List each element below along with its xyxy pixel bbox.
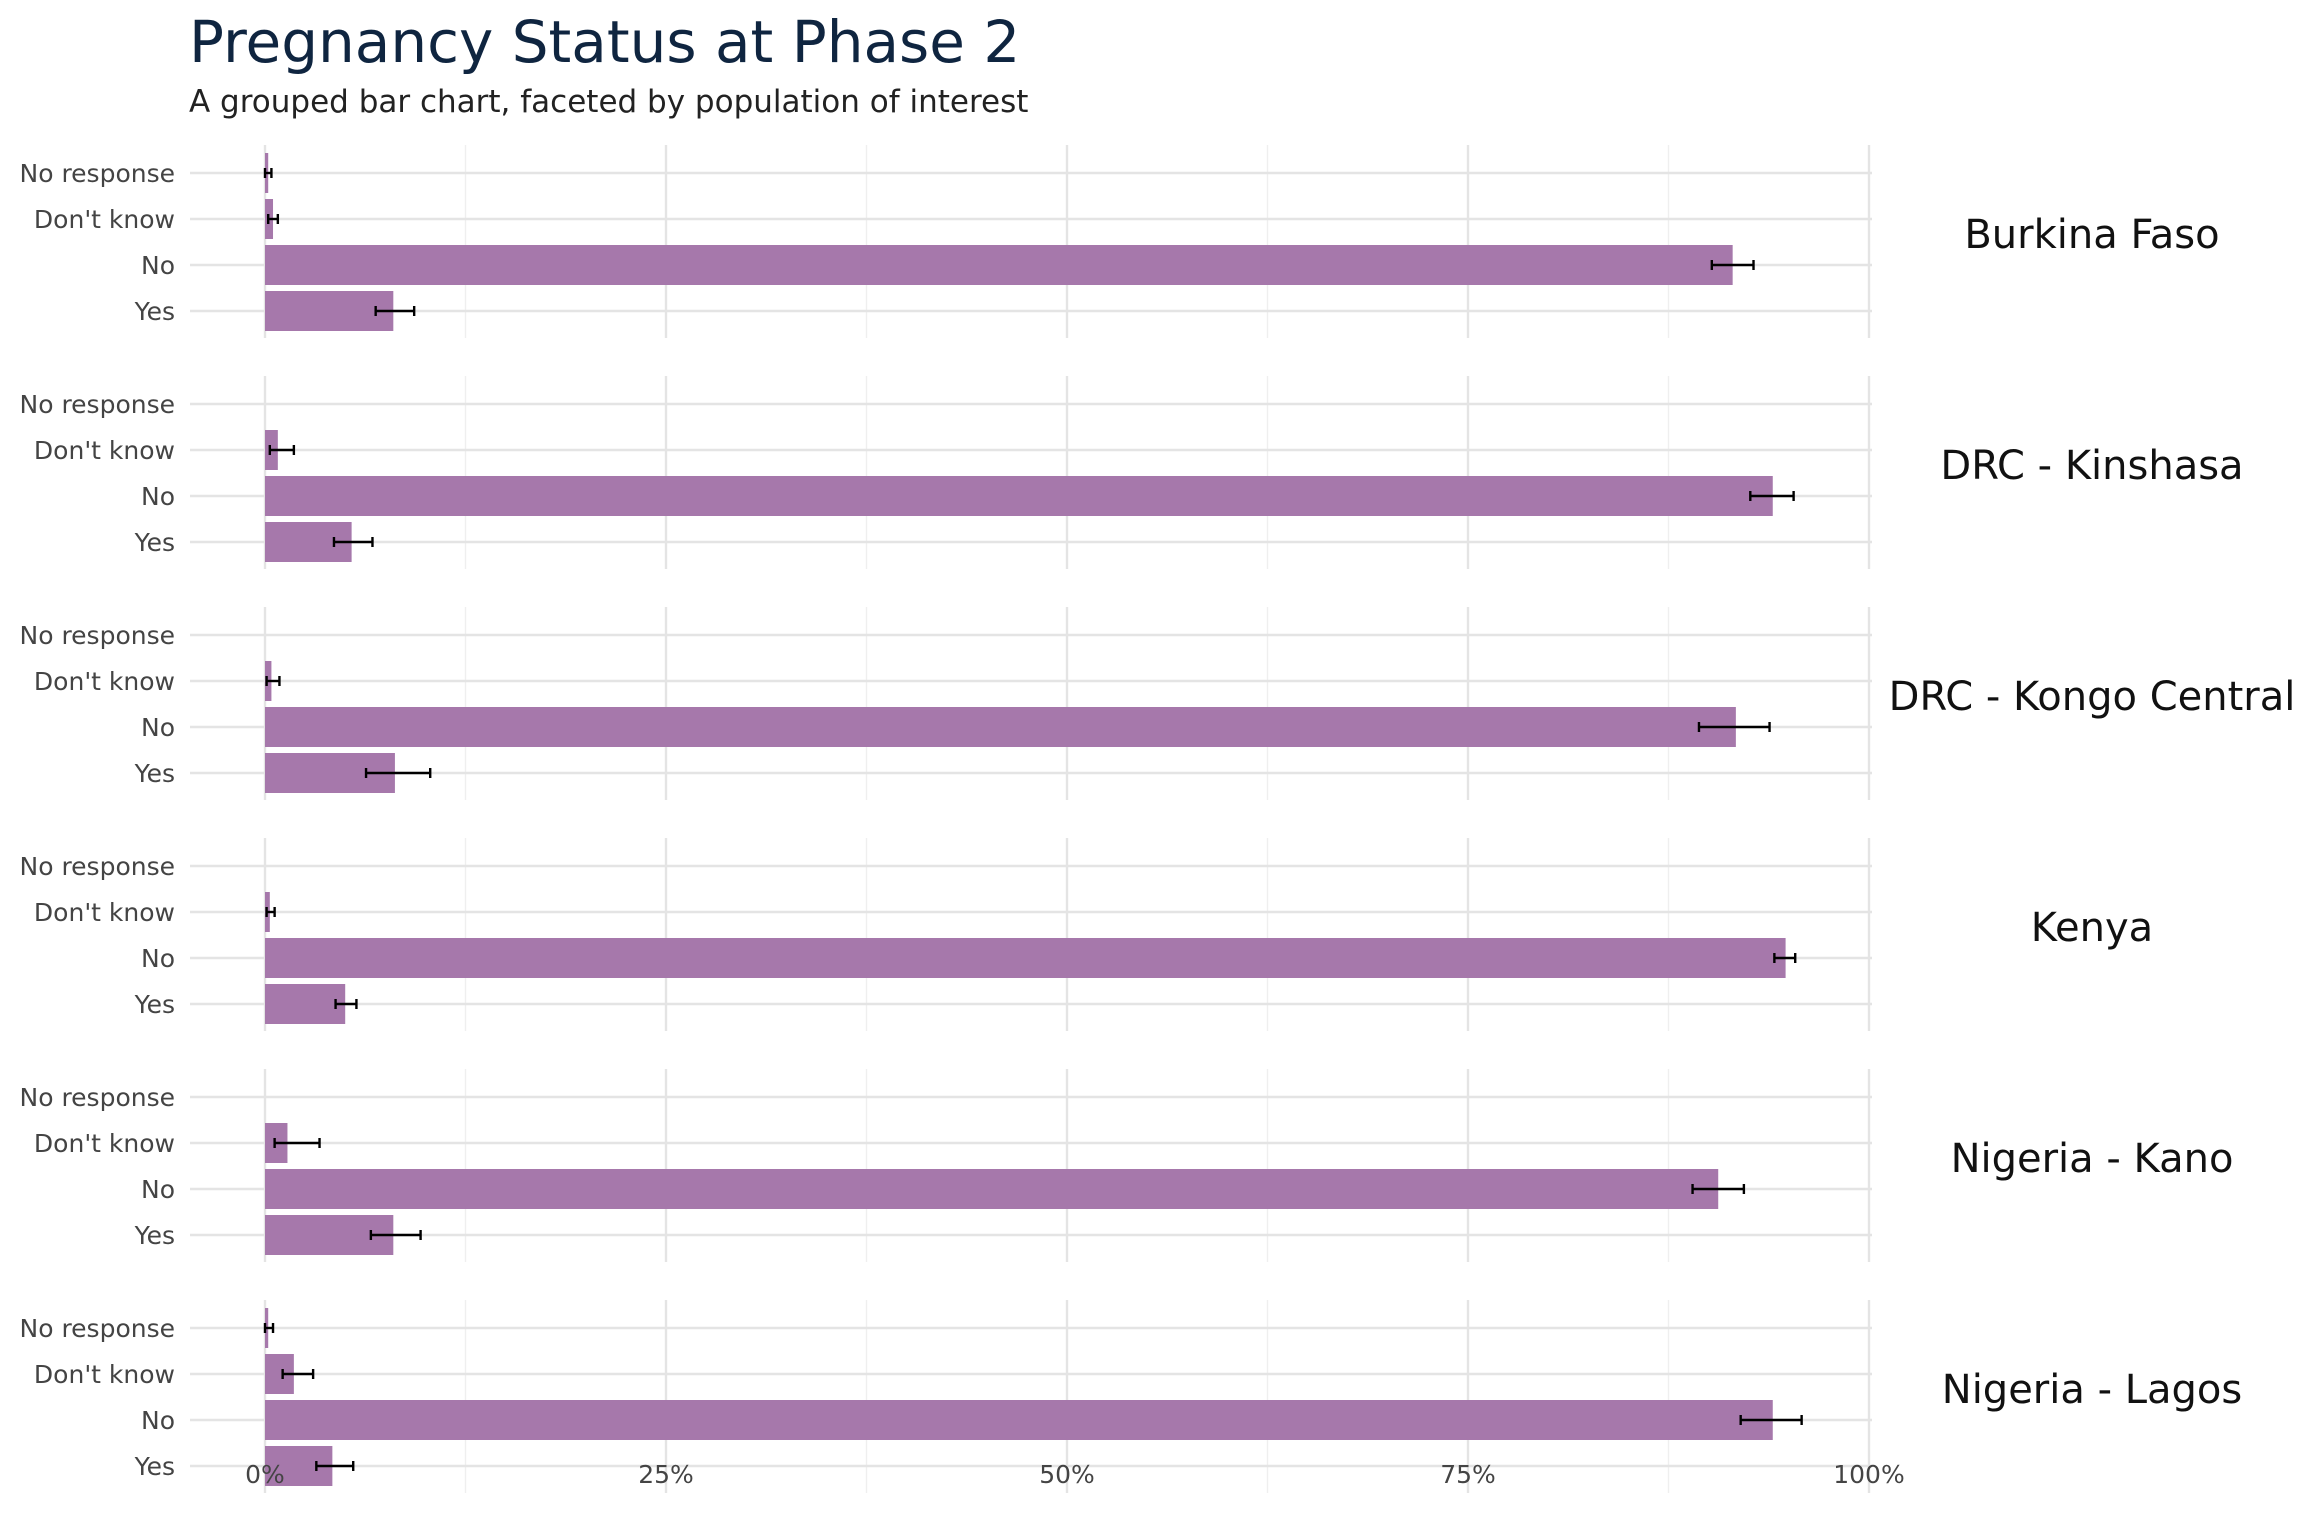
facet-panel: No response Don't know No Yes DRC - Kongo Ce… bbox=[20, 607, 2296, 800]
facet-label: Nigeria - Kano bbox=[1951, 1136, 2234, 1182]
error-bar bbox=[268, 445, 296, 455]
category-label: No response bbox=[20, 1083, 176, 1112]
bar bbox=[265, 291, 394, 331]
error-bar bbox=[334, 999, 358, 1009]
x-tick-label: 25% bbox=[638, 1460, 694, 1489]
category-label: No response bbox=[20, 621, 176, 650]
bar bbox=[265, 707, 1736, 747]
category-label: Don't know bbox=[34, 898, 175, 927]
error-bar bbox=[332, 537, 374, 547]
category-label: No response bbox=[20, 852, 176, 881]
bar bbox=[265, 245, 1733, 285]
category-label: No bbox=[141, 944, 175, 973]
chart-subtitle: A grouped bar chart, faceted by populati… bbox=[189, 84, 1029, 120]
error-bar bbox=[273, 1138, 321, 1148]
error-bar bbox=[265, 676, 281, 686]
category-label: Don't know bbox=[34, 1360, 175, 1389]
error-bar bbox=[263, 1323, 275, 1333]
category-label: No bbox=[141, 482, 175, 511]
bar bbox=[265, 476, 1773, 516]
facet-label: Nigeria - Lagos bbox=[1942, 1367, 2242, 1413]
category-label: No bbox=[141, 713, 175, 742]
error-bar bbox=[1691, 1184, 1746, 1194]
error-bar bbox=[281, 1369, 315, 1379]
x-tick-label: 50% bbox=[1039, 1460, 1095, 1489]
error-bar bbox=[1697, 722, 1771, 732]
error-bar bbox=[364, 768, 432, 778]
category-label: No response bbox=[20, 159, 176, 188]
facet-panel: No response Don't know No Yes Nigeria - Kano bbox=[20, 1069, 2234, 1262]
facet-label: DRC - Kinshasa bbox=[1940, 443, 2243, 489]
x-tick-label: 100% bbox=[1833, 1460, 1904, 1489]
category-label: No bbox=[141, 251, 175, 280]
facet-panel: No response Don't know No Yes Kenya bbox=[20, 838, 2153, 1031]
error-bar bbox=[374, 306, 416, 316]
category-label: No response bbox=[20, 1314, 176, 1343]
bar bbox=[265, 1169, 1719, 1209]
facet-label: DRC - Kongo Central bbox=[1889, 674, 2296, 720]
error-bar bbox=[1710, 260, 1755, 270]
error-bar bbox=[1773, 953, 1797, 963]
facet-panel: No response Don't know No Yes Burkina Faso bbox=[20, 145, 2220, 338]
category-label: Yes bbox=[134, 759, 175, 788]
facet-panel: No response Don't know No Yes Nigeria - Lago… bbox=[20, 1300, 2242, 1493]
x-tick-label: 75% bbox=[1440, 1460, 1496, 1489]
category-label: Yes bbox=[134, 297, 175, 326]
error-bar bbox=[267, 214, 280, 224]
facet-panel: No response Don't know No Yes DRC - Kinshasa bbox=[20, 376, 2244, 569]
error-bar bbox=[1739, 1415, 1803, 1425]
facet-label: Kenya bbox=[2031, 905, 2153, 951]
facet-label: Burkina Faso bbox=[1964, 212, 2219, 258]
category-label: Yes bbox=[134, 1452, 175, 1481]
error-bar bbox=[263, 168, 273, 178]
error-bar bbox=[369, 1230, 422, 1240]
bar bbox=[265, 938, 1786, 978]
bar bbox=[265, 984, 346, 1024]
error-bar bbox=[1749, 491, 1795, 501]
error-bar bbox=[315, 1461, 355, 1471]
category-label: Yes bbox=[134, 1221, 175, 1250]
category-label: Don't know bbox=[34, 1129, 175, 1158]
category-label: Yes bbox=[134, 990, 175, 1019]
bar bbox=[265, 1400, 1773, 1440]
category-label: No response bbox=[20, 390, 176, 419]
chart-title: Pregnancy Status at Phase 2 bbox=[189, 8, 1021, 76]
category-label: No bbox=[141, 1175, 175, 1204]
category-label: Yes bbox=[134, 528, 175, 557]
error-bar bbox=[265, 907, 276, 917]
category-label: Don't know bbox=[34, 205, 175, 234]
category-label: Don't know bbox=[34, 667, 175, 696]
category-label: No bbox=[141, 1406, 175, 1435]
category-label: Don't know bbox=[34, 436, 175, 465]
x-tick-label: 0% bbox=[245, 1460, 285, 1489]
